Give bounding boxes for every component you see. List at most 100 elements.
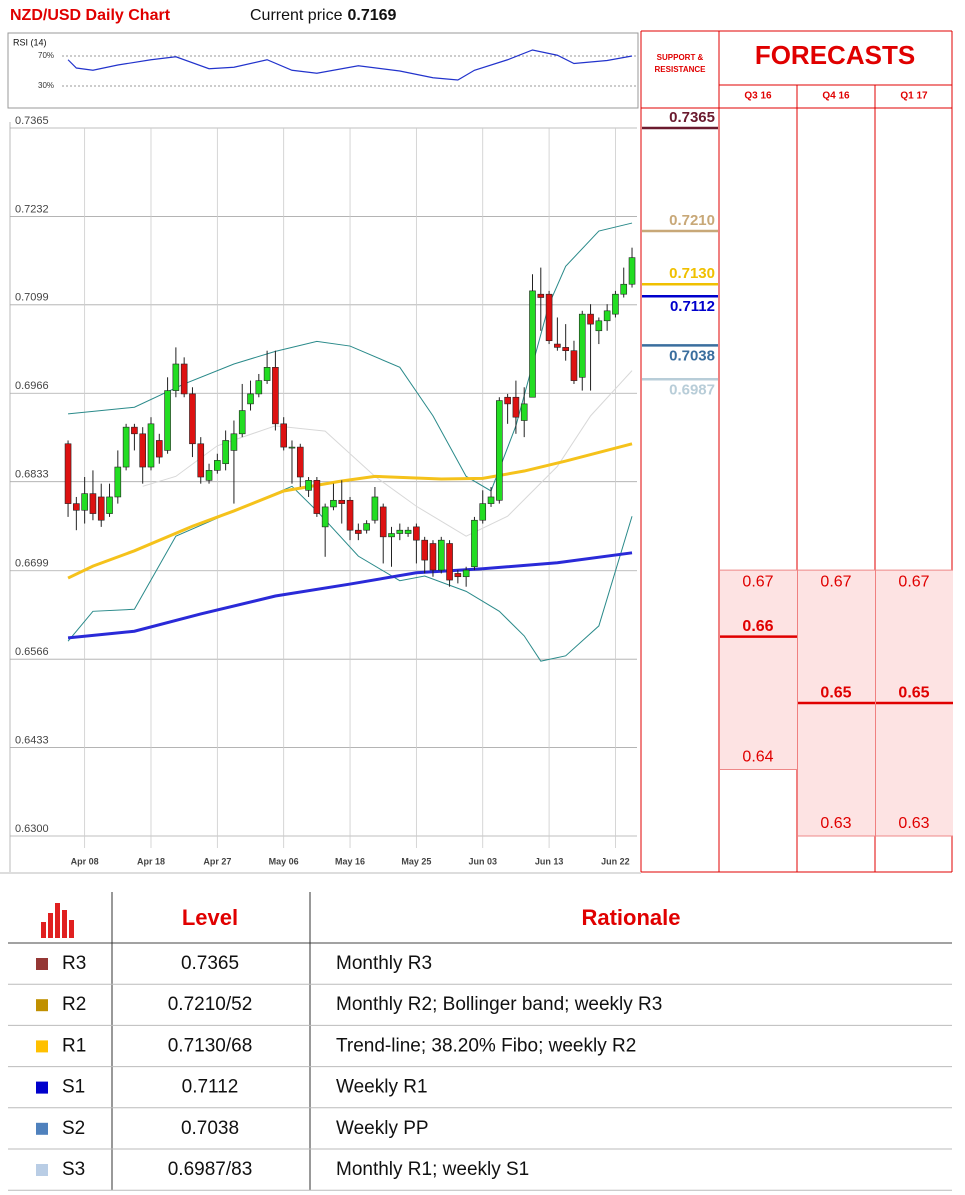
row-level: 0.7038	[181, 1118, 239, 1139]
table-header: Rationale	[581, 905, 680, 930]
x-tick-label: Jun 22	[601, 856, 630, 866]
candle-body	[214, 460, 221, 471]
y-tick-label: 0.7365	[15, 115, 49, 127]
candle-body	[520, 403, 528, 421]
y-tick-label: 0.6966	[15, 380, 49, 392]
row-level: 0.7365	[181, 953, 239, 974]
row-level: 0.6987/83	[168, 1159, 253, 1180]
forecast-low-label: 0.64	[742, 749, 773, 766]
row-rationale: Weekly PP	[336, 1118, 429, 1139]
candle-body	[180, 363, 188, 395]
level-label: 0.7210	[669, 212, 715, 229]
candle-body	[620, 283, 628, 295]
forecast-range	[720, 570, 797, 770]
chart-title: NZD/USD Daily Chart	[10, 7, 171, 24]
row-level: 0.7210/52	[168, 994, 253, 1015]
forecast-period: Q3 16	[744, 91, 772, 102]
forecasts-title: FORECASTS	[755, 40, 915, 70]
row-rationale: Trend-line; 38.20% Fibo; weekly R2	[336, 1035, 636, 1056]
candle-body	[479, 503, 487, 521]
candle-body	[238, 410, 246, 435]
candle-body	[172, 363, 180, 391]
rsi-panel	[7, 32, 639, 109]
candle-body	[562, 347, 569, 352]
candle-body	[355, 529, 362, 534]
row-code: R2	[62, 994, 86, 1015]
candle-body	[89, 493, 97, 514]
table-icon	[41, 903, 74, 938]
candle-body	[396, 529, 404, 534]
row-code: S2	[62, 1118, 85, 1139]
row-level: 0.7112	[182, 1077, 239, 1098]
row-code: R1	[62, 1035, 86, 1056]
row-swatch	[36, 958, 48, 970]
candle-body	[487, 496, 495, 504]
row-swatch	[36, 999, 48, 1012]
forecast-period: Q4 16	[822, 91, 850, 102]
candle-body	[106, 496, 113, 514]
candle-body	[189, 393, 196, 445]
indicator-line	[67, 551, 633, 640]
indicator-line	[68, 222, 633, 492]
candle-body	[603, 310, 611, 322]
candle-body	[570, 350, 578, 381]
x-tick-label: Apr 08	[71, 856, 99, 866]
candle-body	[554, 343, 561, 348]
candle-body	[529, 290, 536, 398]
candle-body	[64, 443, 72, 504]
row-swatch	[36, 1164, 48, 1176]
candle-body	[205, 470, 213, 481]
x-tick-label: May 06	[269, 856, 299, 866]
indicator-line	[67, 485, 633, 662]
candle-body	[330, 499, 337, 508]
candle-body	[97, 496, 105, 521]
row-rationale: Weekly R1	[336, 1077, 428, 1098]
candle-body	[346, 499, 354, 531]
levels-title-box: SUPPORT & RESISTANCE	[654, 53, 706, 74]
table-header: Level	[182, 905, 238, 930]
current-price: Current price 0.7169	[250, 7, 397, 24]
row-level: 0.7130/68	[168, 1035, 253, 1056]
current-price-label: Current price	[250, 7, 343, 24]
x-tick-label: Apr 18	[137, 856, 165, 866]
row-swatch	[36, 1122, 48, 1135]
candle-body	[462, 569, 470, 578]
candle-body	[313, 480, 321, 514]
candle-body	[512, 396, 520, 418]
candle-body	[446, 543, 453, 581]
candle-body	[247, 393, 254, 405]
candle-body	[73, 503, 80, 511]
row-rationale: Monthly R2; Bollinger band; weekly R3	[336, 994, 662, 1015]
level-label: 0.6987	[669, 381, 715, 398]
candle-body	[612, 293, 619, 315]
candle-body	[404, 529, 412, 534]
row-rationale: Monthly R3	[336, 953, 432, 974]
forecast-high-label: 0.67	[742, 573, 773, 590]
x-tick-label: Jun 03	[468, 856, 497, 866]
forecast-high-label: 0.67	[820, 573, 851, 590]
candle-body	[504, 396, 511, 405]
candle-body	[263, 367, 271, 381]
y-tick-label: 0.6566	[15, 646, 49, 658]
candle-body	[471, 519, 478, 568]
candle-body	[595, 320, 603, 332]
forecast-high-label: 0.67	[898, 573, 929, 590]
candle-body	[296, 446, 304, 478]
candle-body	[122, 426, 130, 468]
candle-body	[222, 440, 229, 465]
candle-body	[139, 433, 146, 468]
forecast-mid-label: 0.66	[742, 618, 773, 635]
candle-body	[379, 506, 387, 538]
candle-body	[363, 523, 370, 531]
y-tick-label: 0.6433	[15, 734, 49, 746]
candle-body	[388, 533, 395, 538]
candle-body	[413, 526, 420, 541]
x-tick-label: May 25	[401, 856, 431, 866]
levels-title: SUPPORT & RESISTANCE	[654, 53, 706, 74]
candle-body	[230, 433, 238, 451]
x-tick-label: Apr 27	[203, 856, 231, 866]
x-tick-label: May 16	[335, 856, 365, 866]
row-swatch	[36, 1040, 48, 1053]
candle-body	[255, 380, 263, 395]
